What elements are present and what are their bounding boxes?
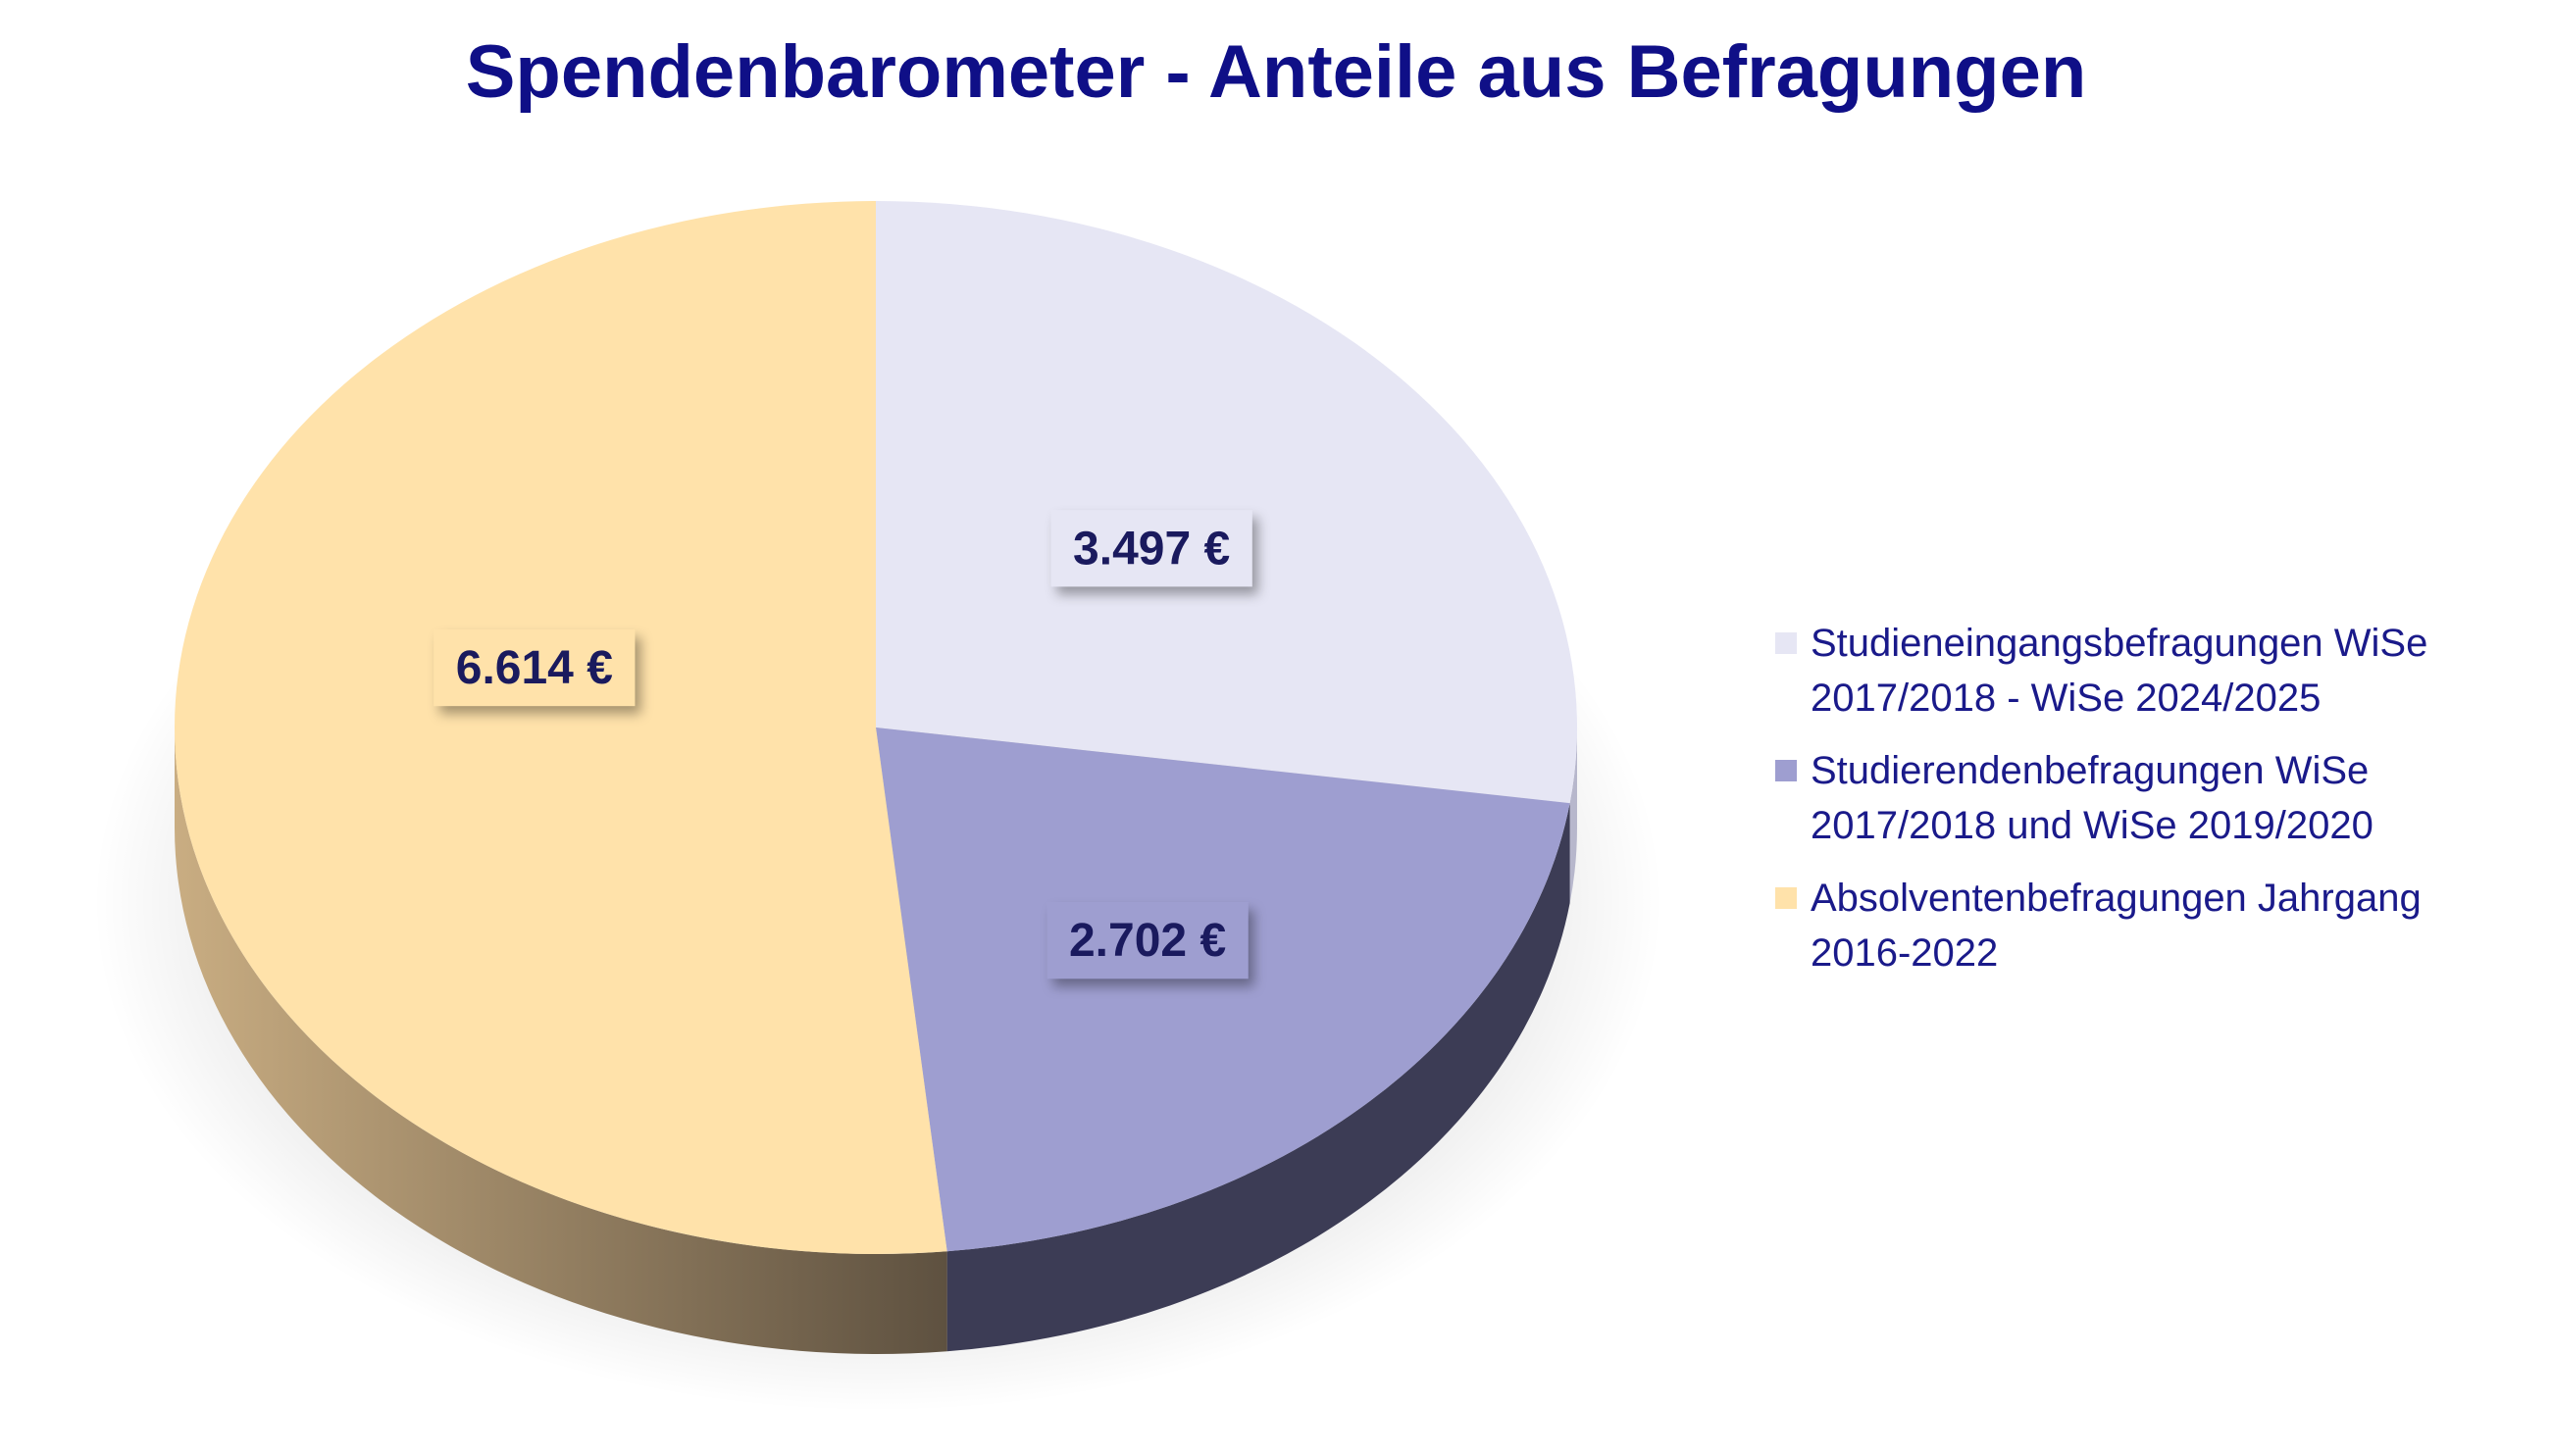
legend-swatch	[1775, 760, 1797, 781]
slice-studieneingang	[876, 201, 1577, 804]
data-label-box	[434, 629, 636, 707]
data-label-box	[1046, 902, 1249, 979]
legend-item-studierende: Studierendenbefragungen WiSe 2017/2018 un…	[1775, 743, 2540, 853]
legend-item-studieneingang: Studieneingangsbefragungen WiSe 2017/2018…	[1775, 616, 2540, 726]
data-label-text: 3.497 €	[1073, 523, 1230, 575]
legend-label: Absolventenbefragungen Jahrgang 2016-2022	[1811, 877, 2422, 975]
slice-studierende	[876, 728, 1570, 1252]
data-label-box	[1050, 510, 1252, 587]
legend-item-absolventen: Absolventenbefragungen Jahrgang 2016-2022	[1775, 871, 2540, 980]
legend-swatch	[1775, 887, 1797, 909]
slice-studieneingang-data-label: 3.497 €	[1050, 510, 1252, 587]
legend-label: Studierendenbefragungen WiSe 2017/2018 un…	[1811, 749, 2373, 847]
data-label-text: 2.702 €	[1069, 915, 1226, 967]
slice-studierende-data-label: 2.702 €	[1046, 902, 1249, 979]
slice-absolventen-data-label: 6.614 €	[434, 629, 636, 707]
legend-swatch	[1775, 632, 1797, 654]
legend-label: Studieneingangsbefragungen WiSe 2017/2018…	[1811, 622, 2428, 720]
data-label-text: 6.614 €	[456, 642, 613, 694]
chart-title: Spendenbarometer - Anteile aus Befragung…	[465, 30, 2087, 114]
slice-studieneingang-side	[1569, 728, 1577, 904]
slice-studierende-side	[946, 803, 1570, 1352]
slice-absolventen-side	[175, 728, 947, 1354]
slice-absolventen	[174, 201, 947, 1254]
legend: Studieneingangsbefragungen WiSe 2017/2018…	[1775, 616, 2540, 998]
